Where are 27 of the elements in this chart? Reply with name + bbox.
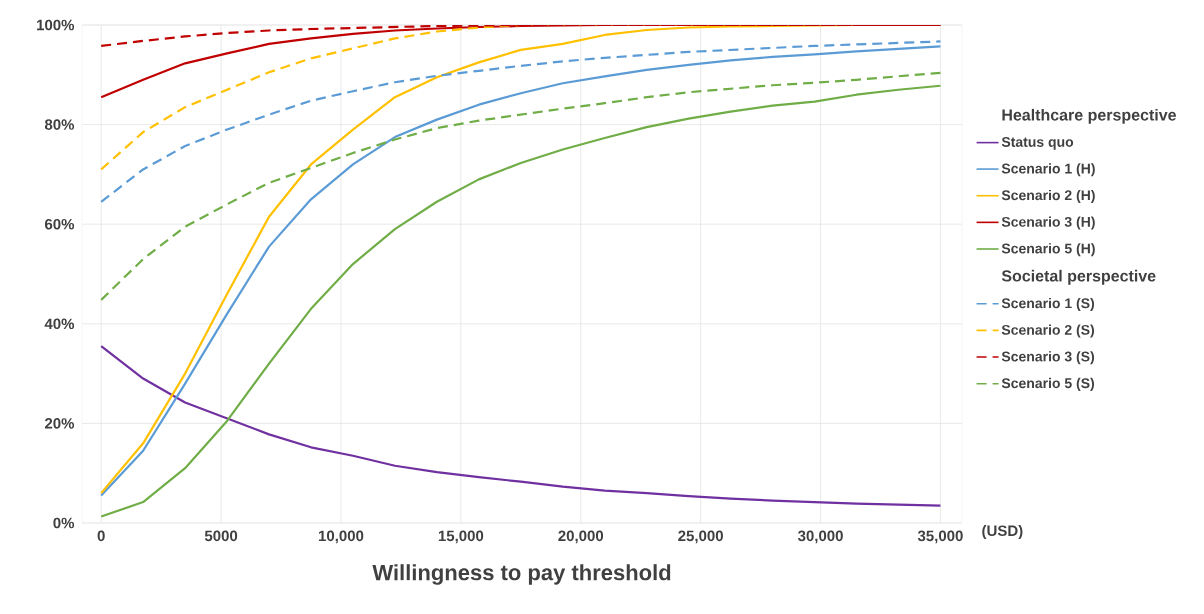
y-tick-label: 0% xyxy=(53,517,75,529)
x-tick-label: 5000 xyxy=(204,530,238,542)
text: Societal perspective xyxy=(1001,269,1156,285)
y-tick-label: 20% xyxy=(44,418,75,429)
y-tick-label: 100% xyxy=(37,19,75,31)
legend-label: Scenario 2 (S) xyxy=(1001,324,1095,338)
x-tick-label: 15,000 xyxy=(438,530,484,544)
x-tick-label: 30,000 xyxy=(797,530,843,544)
x-tick-label: 25,000 xyxy=(678,530,723,544)
text: (USD) xyxy=(982,525,1023,539)
legend-label: Scenario 1 (H) xyxy=(1001,163,1095,177)
x-axis-title: Willingness to pay threshold xyxy=(372,564,671,585)
legend-label: Scenario 3 (H) xyxy=(1001,216,1095,230)
x-tick-label: 10,000 xyxy=(318,530,364,544)
y-tick-label: 40% xyxy=(44,318,75,330)
legend-label: Scenario 3 (S) xyxy=(1001,351,1095,365)
legend-label: Scenario 5 (H) xyxy=(1001,243,1095,257)
x-tick-label: 35,000 xyxy=(917,530,963,544)
legend-title: Healthcare perspective xyxy=(1002,108,1176,124)
x-tick-label: 0 xyxy=(97,530,105,542)
legend-label: Scenario 5 (S) xyxy=(1001,377,1095,391)
legend-label: Scenario 1 (S) xyxy=(1001,297,1095,311)
legend-label: Scenario 2 (H) xyxy=(1001,189,1095,203)
y-tick-label: 80% xyxy=(44,119,75,130)
legend-label: Status quo xyxy=(1001,136,1074,150)
y-tick-label: 60% xyxy=(45,218,75,230)
x-tick-label: 20,000 xyxy=(558,530,604,544)
